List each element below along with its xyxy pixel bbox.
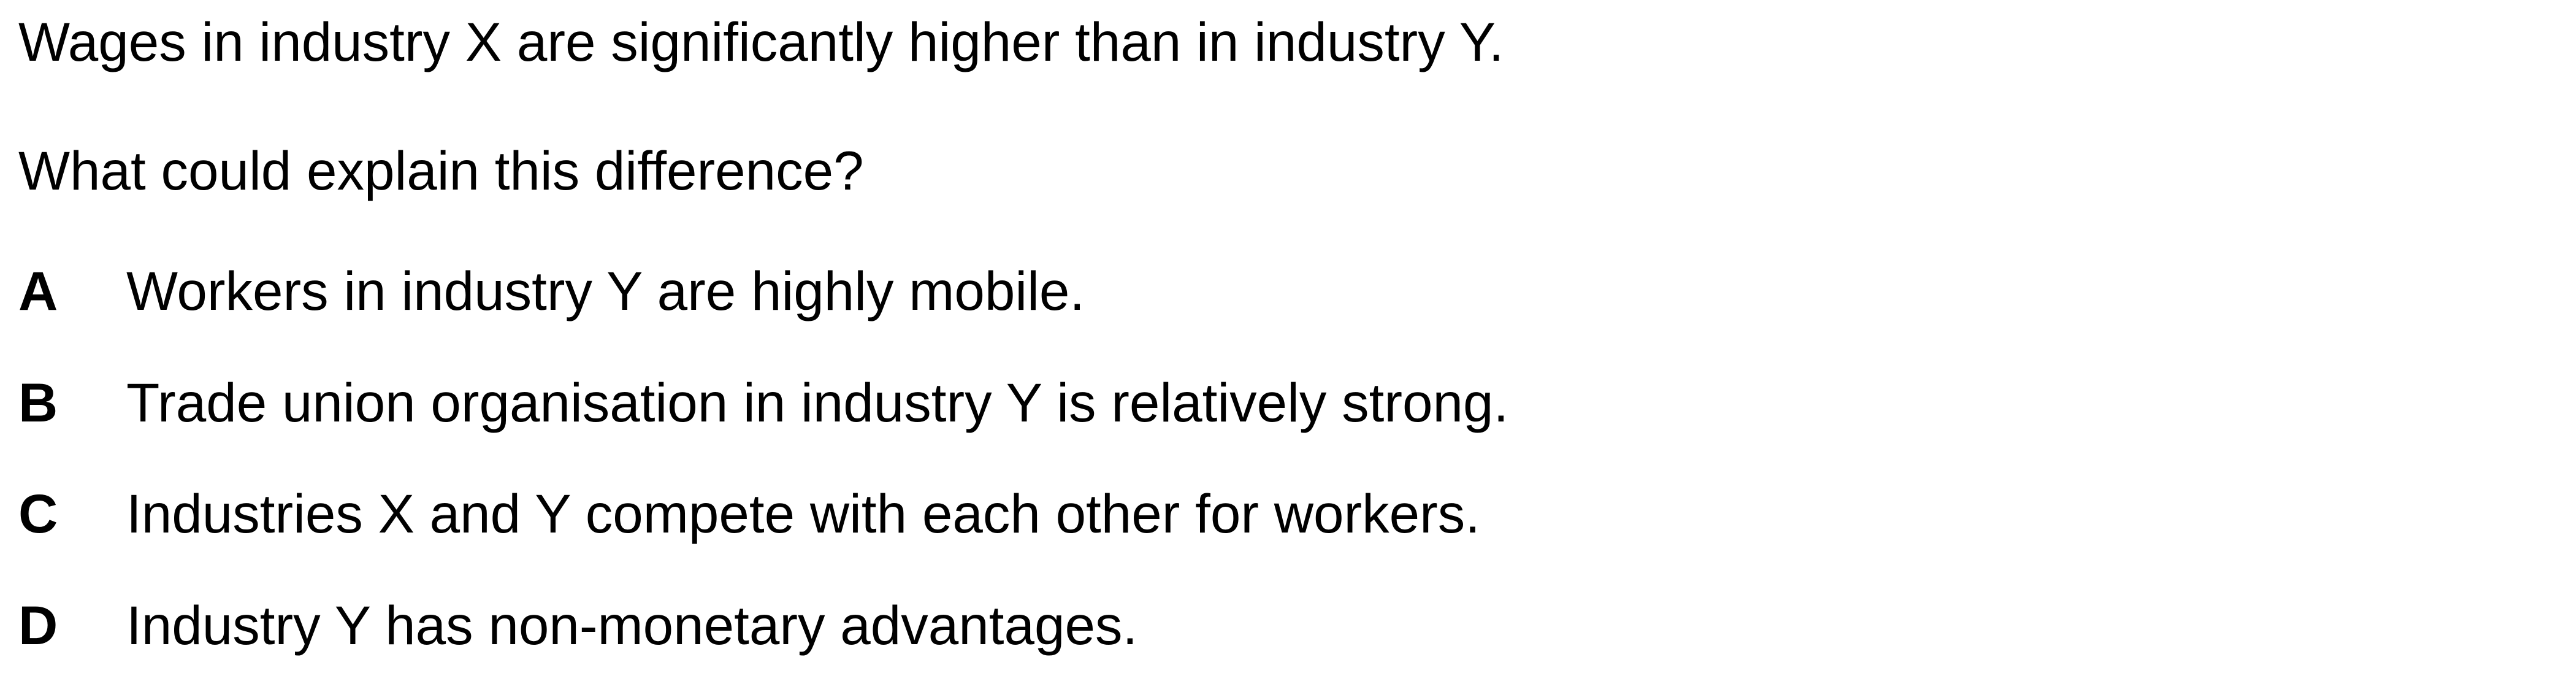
option-letter: A [18, 260, 58, 321]
option-letter: D [18, 594, 58, 656]
option-letter: C [18, 483, 58, 544]
question-prompt: What could explain this difference? [18, 140, 864, 201]
option-text: Industry Y has non-monetary advantages. [126, 594, 1138, 656]
option-text: Workers in industry Y are highly mobile. [126, 260, 1085, 321]
option-letter: B [18, 372, 58, 433]
option-text: Trade union organisation in industry Y i… [126, 372, 1509, 433]
option-text: Industries X and Y compete with each oth… [126, 483, 1481, 544]
question-stem: Wages in industry X are significantly hi… [18, 11, 1504, 72]
